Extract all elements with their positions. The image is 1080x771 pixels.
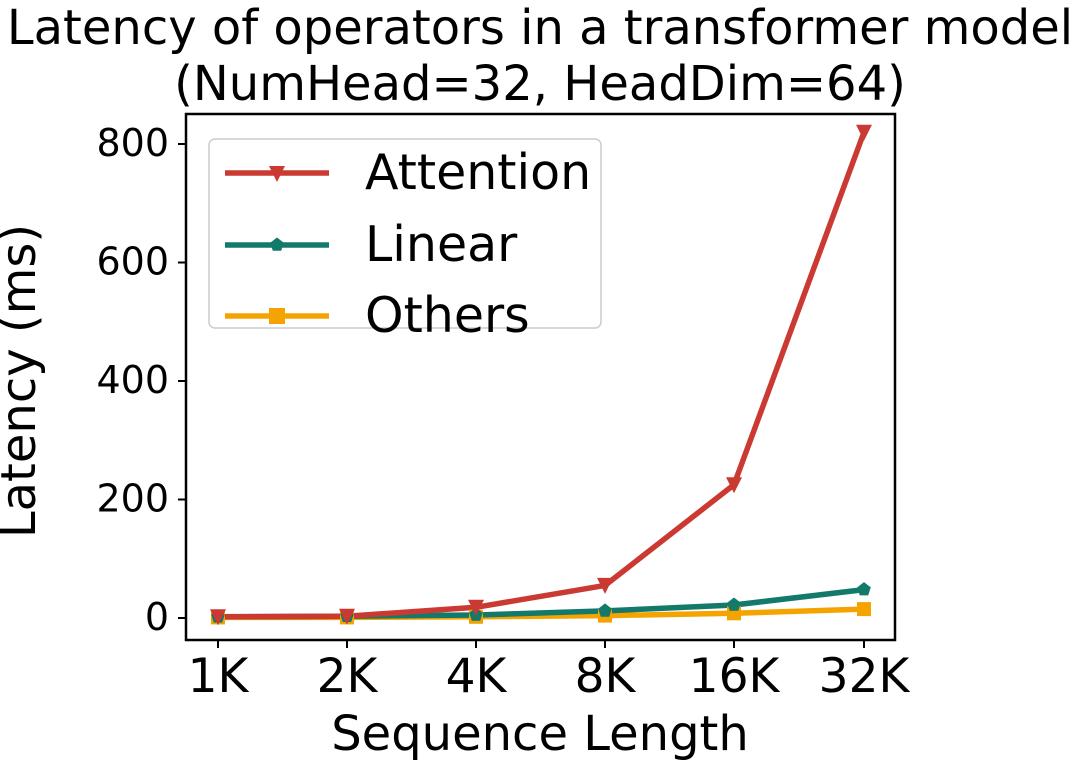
- svg-text:16K: 16K: [689, 649, 781, 704]
- svg-text:2K: 2K: [317, 649, 379, 704]
- svg-text:0: 0: [145, 595, 169, 639]
- svg-text:200: 200: [96, 477, 169, 521]
- svg-text:(NumHead=32, HeadDim=64): (NumHead=32, HeadDim=64): [174, 56, 906, 112]
- svg-text:Latency of operators in a tran: Latency of operators in a transformer mo…: [7, 0, 1073, 56]
- svg-text:4K: 4K: [446, 649, 508, 704]
- svg-text:Linear: Linear: [365, 216, 518, 273]
- svg-text:600: 600: [96, 240, 169, 284]
- svg-text:Others: Others: [365, 287, 530, 344]
- svg-text:32K: 32K: [819, 649, 911, 704]
- svg-text:Attention: Attention: [365, 144, 591, 201]
- svg-text:8K: 8K: [575, 649, 637, 704]
- svg-text:1K: 1K: [188, 649, 250, 704]
- svg-text:Sequence Length: Sequence Length: [331, 706, 749, 762]
- svg-text:Latency (ms): Latency (ms): [0, 224, 47, 538]
- svg-text:400: 400: [96, 358, 169, 402]
- svg-text:800: 800: [96, 121, 169, 165]
